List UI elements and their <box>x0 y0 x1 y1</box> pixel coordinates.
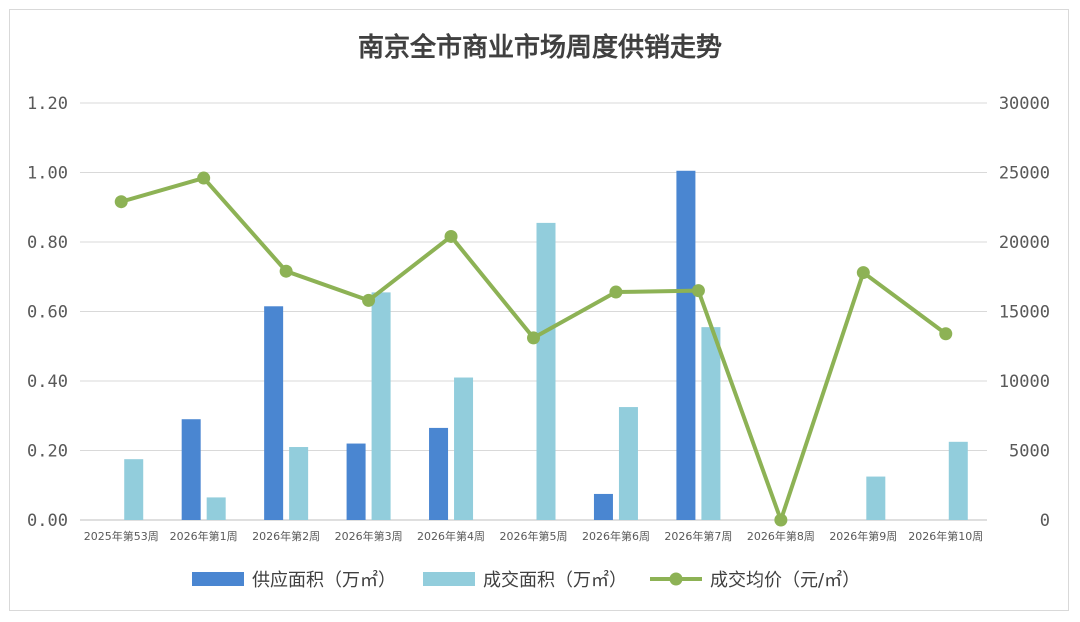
deal-bar <box>124 459 144 520</box>
supply-bar <box>429 427 449 520</box>
price-point <box>691 284 705 298</box>
deal-bar <box>371 292 391 520</box>
x-tick-label: 2026年第5周 <box>500 529 568 543</box>
legend-label: 成交均价（元/㎡） <box>710 569 860 591</box>
x-tick-label: 2026年第10周 <box>908 529 983 543</box>
deal-bar <box>948 441 968 520</box>
legend-swatch <box>192 572 244 586</box>
left-tick-label: 1.00 <box>27 164 68 184</box>
left-tick-label: 0.00 <box>27 511 68 531</box>
supply-bar <box>593 493 613 520</box>
price-point <box>856 266 870 280</box>
legend-label: 供应面积（万㎡） <box>252 569 396 591</box>
right-tick-label: 20000 <box>999 233 1050 253</box>
right-tick-label: 10000 <box>999 372 1050 392</box>
right-tick-label: 15000 <box>999 303 1050 323</box>
price-point <box>279 264 293 278</box>
supply-bar <box>264 306 284 520</box>
price-point <box>939 327 953 341</box>
supply-bar <box>181 419 201 520</box>
deal-bar <box>618 407 638 520</box>
deal-bar <box>536 222 556 520</box>
supply-bar <box>346 443 366 520</box>
right-tick-label: 5000 <box>1009 442 1050 462</box>
left-tick-label: 0.40 <box>27 372 68 392</box>
x-tick-label: 2026年第3周 <box>335 529 403 543</box>
left-tick-label: 0.80 <box>27 233 68 253</box>
price-point <box>362 293 376 307</box>
x-tick-label: 2026年第6周 <box>582 529 650 543</box>
supply-bar <box>676 170 696 520</box>
price-point <box>197 171 211 185</box>
x-tick-label: 2025年第53周 <box>84 529 159 543</box>
right-axis-ticks: 0 5000 10000 15000 20000 25000 30000 <box>999 94 1050 531</box>
price-line-path <box>120 176 947 522</box>
legend-swatch <box>423 572 475 586</box>
gridlines <box>80 102 987 521</box>
x-tick-label: 2026年第1周 <box>170 529 238 543</box>
left-tick-label: 1.20 <box>27 94 68 114</box>
price-line <box>114 171 953 527</box>
price-point <box>527 331 540 345</box>
right-tick-label: 25000 <box>999 164 1050 184</box>
x-tick-label: 2026年第4周 <box>417 529 485 543</box>
left-tick-label: 0.60 <box>27 303 68 323</box>
x-tick-label: 2026年第2周 <box>252 529 320 543</box>
bars <box>124 170 968 520</box>
price-point <box>774 513 788 527</box>
deal-bar <box>289 447 309 520</box>
legend: 供应面积（万㎡） 成交面积（万㎡） 成交均价（元/㎡） <box>192 569 860 591</box>
x-tick-label: 2026年第8周 <box>747 529 815 543</box>
price-point <box>609 285 623 299</box>
price-point <box>114 195 128 209</box>
left-tick-label: 0.20 <box>27 442 68 462</box>
right-tick-label: 30000 <box>999 94 1050 114</box>
right-tick-label: 0 <box>1040 511 1050 531</box>
price-point <box>444 229 458 243</box>
legend-marker <box>669 572 683 586</box>
deal-bar <box>701 327 721 520</box>
deal-bar <box>866 476 886 520</box>
x-axis-ticks: 2025年第53周 2026年第1周 2026年第2周 2026年第3周 2026年第4… <box>84 529 984 543</box>
x-tick-label: 2026年第7周 <box>664 529 732 543</box>
chart-title: 南京全市商业市场周度供销走势 <box>358 32 722 63</box>
deal-bar <box>206 497 226 520</box>
left-axis-ticks: 0.00 0.20 0.40 0.60 0.80 1.00 1.20 <box>27 94 68 531</box>
deal-bar <box>454 377 474 520</box>
x-tick-label: 2026年第9周 <box>829 529 897 543</box>
legend-label: 成交面积（万㎡） <box>483 569 627 591</box>
